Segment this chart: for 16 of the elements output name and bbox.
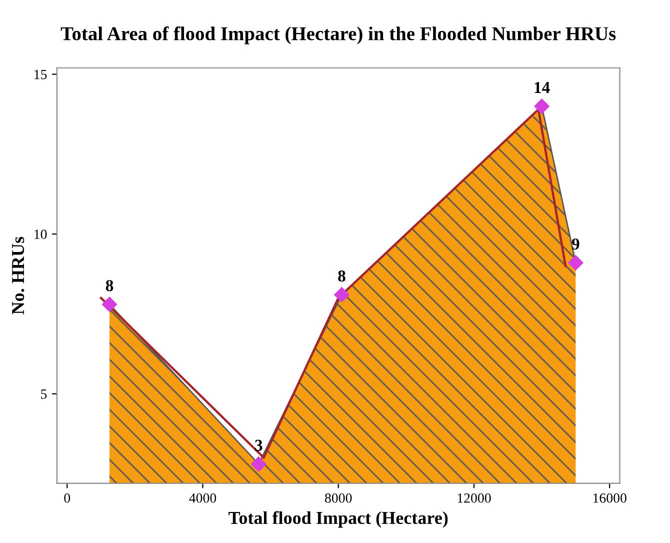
x-axis-title: Total flood Impact (Hectare) xyxy=(228,511,448,528)
data-label: 8 xyxy=(338,270,346,282)
y-tick-label: 10 xyxy=(34,230,47,239)
data-label: 3 xyxy=(255,440,262,451)
data-label: 14 xyxy=(534,82,550,93)
data-label: 8 xyxy=(106,280,114,292)
chart-title: Total Area of flood Impact (Hectare) in the Flooded Number HRUs xyxy=(60,26,616,44)
y-tick-label: 5 xyxy=(41,390,47,399)
x-tick-label: 16000 xyxy=(593,493,626,503)
x-tick-label: 0 xyxy=(64,493,70,503)
x-tick-label: 12000 xyxy=(458,493,491,503)
x-tick-label: 4000 xyxy=(189,493,216,503)
y-axis-title: No. HRUs xyxy=(12,236,24,314)
x-tick-label: 8000 xyxy=(324,493,352,503)
y-tick-label: 15 xyxy=(34,70,47,80)
data-label: 9 xyxy=(572,238,580,250)
